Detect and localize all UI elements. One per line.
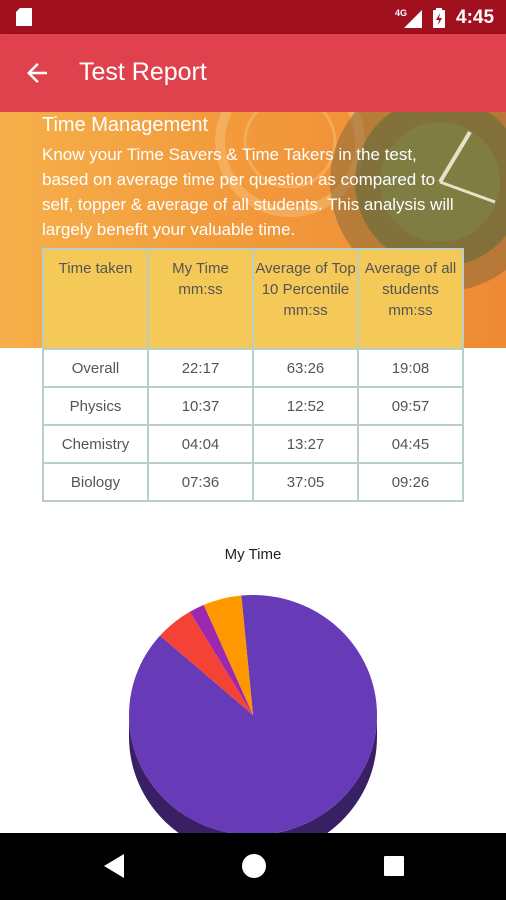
status-bar: 4G 4:45 <box>0 0 506 34</box>
clock-decoration-image <box>215 112 506 292</box>
table-cell: 22:17 <box>147 348 254 388</box>
pie-slice <box>129 595 377 833</box>
table-cell: 19:08 <box>357 348 464 388</box>
back-triangle-icon[interactable] <box>102 852 126 880</box>
section-description: Know your Time Savers & Time Takers in t… <box>42 145 454 239</box>
table-header-cell: My Time mm:ss <box>147 248 254 350</box>
network-type: 4G <box>395 8 408 18</box>
navigation-bar <box>0 833 506 900</box>
table-cell: Overall <box>42 348 149 388</box>
table-cell: 10:37 <box>147 386 254 426</box>
table-cell: Chemistry <box>42 424 149 464</box>
pie-slice <box>203 595 253 715</box>
pie-slice <box>189 604 253 715</box>
table-cell: 63:26 <box>252 348 359 388</box>
arrow-back-icon[interactable] <box>22 58 52 88</box>
app-bar: Test Report <box>0 34 506 112</box>
time-report-table: Time taken My Time mm:ss Average of Top … <box>42 248 464 502</box>
pie-slice <box>159 611 253 715</box>
table-row: Chemistry 04:04 13:27 04:45 <box>42 424 464 464</box>
table-row: Biology 07:36 37:05 09:26 <box>42 462 464 502</box>
section-heading: Time Management <box>42 114 208 136</box>
table-cell: 37:05 <box>252 462 359 502</box>
table-cell: 12:52 <box>252 386 359 426</box>
table-cell: 04:45 <box>357 424 464 464</box>
chart-title: My Time <box>224 546 282 563</box>
table-cell: 09:26 <box>357 462 464 502</box>
table-cell: 09:57 <box>357 386 464 426</box>
recents-square-icon[interactable] <box>382 852 406 880</box>
my-time-pie-chart <box>129 595 377 833</box>
table-header-cell: Time taken <box>42 248 149 350</box>
table-cell: 13:27 <box>252 424 359 464</box>
sd-card-icon <box>16 8 32 26</box>
table-row: Physics 10:37 12:52 09:57 <box>42 386 464 426</box>
table-row: Overall 22:17 63:26 19:08 <box>42 348 464 388</box>
table-cell: Biology <box>42 462 149 502</box>
signal-icon <box>404 10 422 28</box>
table-header-cell: Average of Top 10 Percentile mm:ss <box>252 248 359 350</box>
table-cell: 07:36 <box>147 462 254 502</box>
battery-icon <box>433 8 445 28</box>
table-cell: 04:04 <box>147 424 254 464</box>
status-clock: 4:45 <box>456 7 495 28</box>
table-cell: Physics <box>42 386 149 426</box>
time-management-banner: Time Management Know your Time Savers & … <box>0 112 506 348</box>
page-title: Test Report <box>79 58 207 86</box>
table-header-cell: Average of all students mm:ss <box>357 248 464 350</box>
table-header-row: Time taken My Time mm:ss Average of Top … <box>42 248 464 350</box>
home-circle-icon[interactable] <box>241 852 267 880</box>
